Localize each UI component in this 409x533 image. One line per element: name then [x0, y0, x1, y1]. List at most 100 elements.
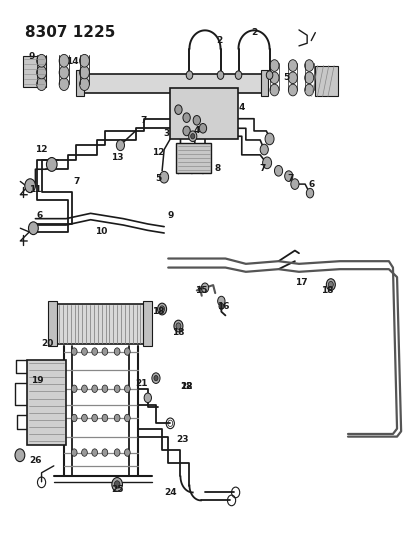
Circle shape: [157, 303, 166, 315]
Circle shape: [36, 54, 46, 67]
Circle shape: [36, 78, 46, 91]
Text: 8: 8: [213, 164, 220, 173]
Circle shape: [201, 283, 208, 293]
Text: 26: 26: [29, 456, 42, 465]
Text: 16: 16: [217, 302, 229, 311]
Circle shape: [124, 449, 130, 456]
Circle shape: [326, 279, 335, 290]
Circle shape: [81, 414, 87, 422]
Text: 7: 7: [140, 116, 146, 125]
Circle shape: [144, 393, 151, 402]
Circle shape: [290, 179, 298, 189]
Circle shape: [114, 481, 120, 488]
Circle shape: [218, 303, 223, 310]
Circle shape: [288, 84, 297, 96]
Circle shape: [59, 54, 69, 67]
Circle shape: [79, 54, 89, 67]
Circle shape: [15, 449, 25, 462]
Circle shape: [265, 71, 272, 79]
Text: 7: 7: [258, 164, 265, 173]
Circle shape: [159, 171, 168, 183]
Text: 15: 15: [194, 286, 207, 295]
Text: 24: 24: [164, 488, 176, 497]
Text: 12: 12: [35, 145, 48, 154]
Text: 18: 18: [151, 307, 164, 316]
Circle shape: [102, 414, 108, 422]
Text: 9: 9: [167, 212, 173, 221]
Circle shape: [217, 296, 225, 306]
Text: 18: 18: [321, 286, 333, 295]
Circle shape: [36, 66, 46, 79]
Circle shape: [92, 449, 97, 456]
FancyBboxPatch shape: [261, 70, 267, 96]
Circle shape: [193, 116, 200, 125]
Circle shape: [28, 222, 38, 235]
Circle shape: [114, 385, 120, 392]
Text: 5: 5: [283, 73, 289, 82]
Circle shape: [269, 84, 278, 96]
Circle shape: [182, 113, 190, 123]
Circle shape: [265, 133, 273, 145]
Text: 23: 23: [176, 435, 188, 444]
Circle shape: [71, 449, 77, 456]
Text: 13: 13: [110, 153, 123, 162]
Circle shape: [114, 414, 120, 422]
Circle shape: [102, 385, 108, 392]
Text: 8307 1225: 8307 1225: [25, 25, 115, 39]
Circle shape: [190, 134, 194, 139]
Text: 18: 18: [180, 382, 192, 391]
Circle shape: [124, 385, 130, 392]
Text: 21: 21: [135, 379, 148, 388]
Circle shape: [114, 348, 120, 356]
Circle shape: [59, 66, 69, 79]
Circle shape: [288, 72, 297, 84]
Text: 2: 2: [216, 36, 222, 45]
Circle shape: [79, 66, 89, 79]
Circle shape: [92, 385, 97, 392]
Text: 11: 11: [29, 185, 42, 194]
Circle shape: [304, 84, 313, 96]
Circle shape: [112, 478, 122, 491]
Circle shape: [262, 157, 271, 168]
Circle shape: [102, 449, 108, 456]
Text: 12: 12: [151, 148, 164, 157]
Circle shape: [199, 124, 206, 133]
Circle shape: [188, 131, 196, 142]
Circle shape: [186, 71, 192, 79]
Text: 4: 4: [193, 126, 200, 135]
Circle shape: [124, 348, 130, 356]
FancyBboxPatch shape: [143, 301, 151, 346]
Circle shape: [288, 60, 297, 71]
Circle shape: [81, 348, 87, 356]
Circle shape: [92, 414, 97, 422]
Text: 6: 6: [307, 180, 314, 189]
Text: 5: 5: [155, 174, 161, 183]
Circle shape: [102, 348, 108, 356]
Circle shape: [92, 348, 97, 356]
Circle shape: [304, 72, 313, 84]
Circle shape: [116, 140, 124, 151]
Circle shape: [71, 348, 77, 356]
FancyBboxPatch shape: [176, 143, 211, 173]
Circle shape: [274, 165, 282, 176]
Text: 18: 18: [172, 328, 184, 337]
Text: 17: 17: [294, 278, 307, 287]
Circle shape: [25, 179, 35, 192]
FancyBboxPatch shape: [82, 74, 262, 93]
Circle shape: [304, 60, 313, 71]
FancyBboxPatch shape: [47, 301, 56, 346]
Circle shape: [114, 449, 120, 456]
Text: 7: 7: [287, 174, 293, 183]
Circle shape: [124, 414, 130, 422]
FancyBboxPatch shape: [315, 66, 337, 96]
Circle shape: [269, 72, 278, 84]
Circle shape: [59, 78, 69, 91]
Circle shape: [235, 71, 241, 79]
FancyBboxPatch shape: [170, 88, 237, 139]
Circle shape: [81, 385, 87, 392]
Text: 22: 22: [180, 382, 192, 391]
Circle shape: [71, 414, 77, 422]
Circle shape: [159, 306, 164, 312]
Text: 25: 25: [110, 485, 123, 494]
Text: 20: 20: [41, 339, 54, 348]
